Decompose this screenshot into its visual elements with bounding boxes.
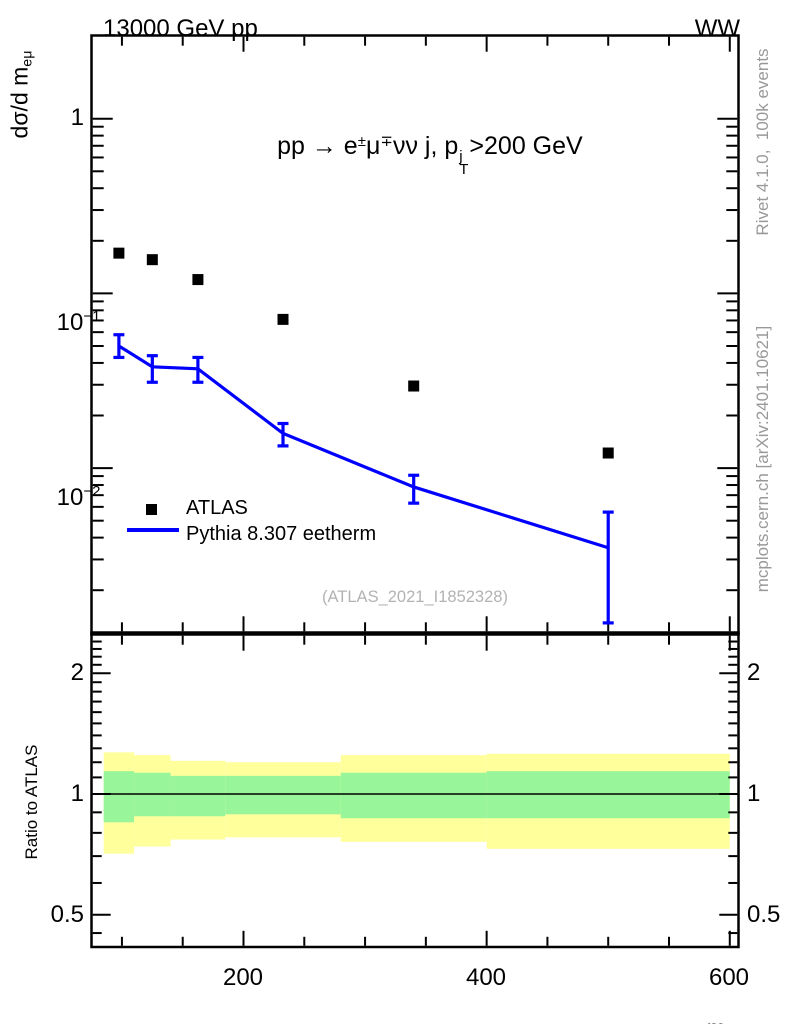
- plot-title: pp → e±μ∓νν j, p j T >200 GeV: [277, 132, 583, 178]
- process-label: WW: [694, 15, 740, 42]
- legend-marker-pythia: [127, 528, 179, 532]
- xtick-400: 400: [465, 964, 507, 991]
- legend-label-atlas: ATLAS: [186, 497, 248, 519]
- x-axis-label: meμ: [600, 988, 742, 1024]
- arrow-glyph: →: [311, 132, 337, 160]
- ratio-ytick-2-right: 2: [747, 659, 761, 686]
- ratio-ytick-1-left: 1: [70, 780, 84, 807]
- ratio-ytick-1-right: 1: [747, 780, 761, 807]
- ratio-axis-label: Ratio to ATLAS: [22, 744, 41, 860]
- ratio-ytick-05-right: 0.5: [747, 901, 781, 928]
- ytick-1e-1: 10−1: [56, 308, 101, 336]
- ratio-ytick-2-left: 2: [70, 659, 84, 686]
- legend-marker-atlas: [146, 504, 157, 515]
- rivet-version-label: Rivet 4.1.0, 100k events: [753, 48, 772, 236]
- ratio-ytick-05-left: 0.5: [50, 901, 84, 928]
- mcplots-credit-label: mcplots.cern.ch [arXiv:2401.10621]: [753, 325, 772, 593]
- legend-label-pythia: Pythia 8.307 eetherm: [186, 523, 377, 545]
- beam-energy-label: 13000 GeV pp: [103, 15, 258, 42]
- analysis-id-watermark: (ATLAS_2021_I1852328): [322, 588, 508, 606]
- xtick-600: 600: [708, 964, 750, 991]
- ytick-1: 1: [70, 104, 84, 131]
- xtick-200: 200: [222, 964, 264, 991]
- ytick-1e-2: 10−2: [56, 483, 101, 511]
